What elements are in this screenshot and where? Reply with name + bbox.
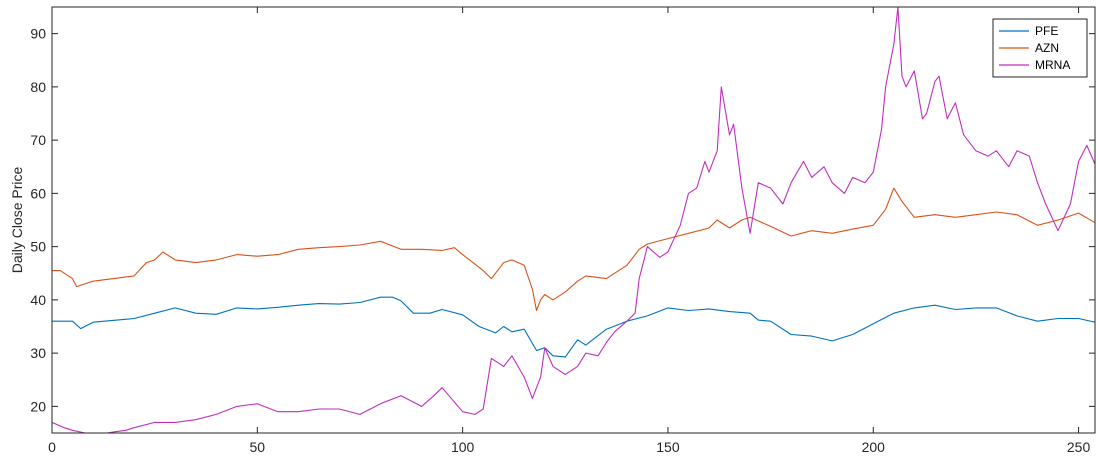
y-tick-label: 30 — [30, 345, 46, 361]
series-line-mrna — [52, 7, 1095, 433]
series-group — [52, 7, 1095, 433]
legend-label-azn: AZN — [1035, 41, 1059, 55]
y-axis-label: Daily Close Price — [9, 166, 25, 273]
x-tick-label: 0 — [48, 439, 56, 455]
plot-area — [52, 7, 1095, 433]
x-tick-label: 50 — [250, 439, 266, 455]
y-tick-label: 70 — [30, 132, 46, 148]
y-tick-label: 90 — [30, 26, 46, 42]
legend-label-pfe: PFE — [1035, 24, 1058, 38]
y-tick-label: 40 — [30, 292, 46, 308]
x-tick-label: 150 — [656, 439, 680, 455]
legend: PFE AZN MRNA — [992, 18, 1088, 78]
x-tick-label: 200 — [862, 439, 886, 455]
y-tick-label: 80 — [30, 79, 46, 95]
x-tick-label: 100 — [451, 439, 475, 455]
y-tick-label: 60 — [30, 185, 46, 201]
x-tick-label: 250 — [1067, 439, 1091, 455]
series-line-azn — [52, 187, 1095, 312]
axes-box — [51, 6, 1096, 434]
axes-group: 0 50 100 150 200 250 20 30 40 50 60 70 80 90 — [30, 6, 1096, 455]
series-line-pfe — [52, 296, 1095, 358]
legend-label-mrna: MRNA — [1035, 58, 1070, 72]
y-tick-label: 20 — [30, 398, 46, 414]
y-tick-label: 50 — [30, 239, 46, 255]
